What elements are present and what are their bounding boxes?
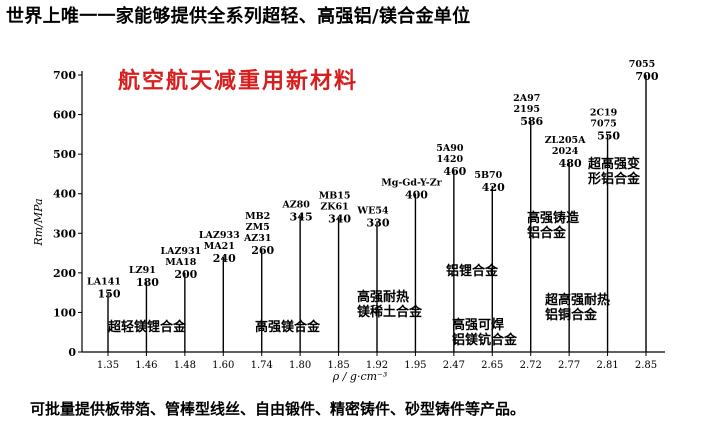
data-label: 340 xyxy=(328,212,351,225)
alloy-label: 2C19 xyxy=(590,107,618,118)
y-tick-label: 500 xyxy=(53,148,76,161)
chart-subtitle: 航空航天减重用新材料 xyxy=(118,68,358,94)
group-label: 高强耐热 xyxy=(357,289,409,305)
x-tick-label: 1.48 xyxy=(174,360,196,371)
group-label: 高强镁合金 xyxy=(255,319,321,335)
alloy-label: Mg-Gd-Y-Zr xyxy=(381,178,442,189)
x-tick-label: 2.85 xyxy=(635,360,657,371)
alloy-label: 2A97 xyxy=(513,93,540,104)
data-label: 700 xyxy=(636,70,659,83)
x-tick-label: 1.95 xyxy=(404,360,426,371)
group-label: 超高强耐热 xyxy=(545,292,610,308)
x-axis-label: ρ / g·cm⁻³ xyxy=(332,370,388,383)
alloy-label: MB2 xyxy=(245,211,270,222)
data-label: 345 xyxy=(290,210,313,223)
data-label: 460 xyxy=(443,165,466,178)
alloy-label: 7055 xyxy=(629,59,655,70)
alloy-label: LA141 xyxy=(87,277,121,288)
page-headline: 世界上唯一一家能够提供全系列超轻、高强铝/镁合金单位 xyxy=(6,6,471,27)
group-label: 镁稀土合金 xyxy=(357,304,423,320)
alloy-label: 5A90 xyxy=(436,143,464,154)
page-footer: 可批量提供板带箔、管棒型线丝、自由锻件、精密铸件、砂型铸件等产品。 xyxy=(30,400,526,418)
data-label: 586 xyxy=(520,115,543,128)
x-tick-label: 2.77 xyxy=(558,360,580,371)
alloy-label: 7075 xyxy=(590,118,616,129)
y-tick-label: 600 xyxy=(53,109,76,122)
y-tick-label: 200 xyxy=(53,267,76,280)
x-tick-label: 1.46 xyxy=(135,360,157,371)
alloy-label: 2024 xyxy=(552,146,579,157)
data-label: 260 xyxy=(251,244,274,257)
y-axis-label: Rm/MPa xyxy=(32,198,45,246)
alloy-label: ZK61 xyxy=(320,201,348,212)
x-tick-label: 2.47 xyxy=(443,360,465,371)
x-tick-label: 2.81 xyxy=(596,360,618,371)
group-label: 超轻镁锂合金 xyxy=(108,319,187,335)
data-label: 400 xyxy=(405,189,428,202)
x-tick-label: 1.92 xyxy=(366,360,388,371)
group-label: 形铝合金 xyxy=(588,171,641,187)
alloy-label: MA18 xyxy=(165,257,196,268)
x-tick-label: 2.72 xyxy=(520,360,542,371)
y-tick-label: 700 xyxy=(53,69,76,82)
group-label: 铝合金 xyxy=(527,225,567,241)
data-label: 480 xyxy=(559,157,582,170)
alloy-label: MA21 xyxy=(204,241,235,252)
alloy-label: LZ91 xyxy=(129,265,156,276)
data-label: 330 xyxy=(367,216,390,229)
group-label: 铝锂合金 xyxy=(446,263,499,279)
group-label: 超高强变 xyxy=(588,156,640,172)
x-tick-label: 1.85 xyxy=(327,360,349,371)
alloy-label: LAZ931 xyxy=(160,246,201,257)
alloy-label: MB15 xyxy=(319,190,351,201)
group-label: 铝镁钪合金 xyxy=(452,332,518,348)
x-tick-label: 2.65 xyxy=(481,360,503,371)
alloy-label: AZ31 xyxy=(243,233,272,244)
alloy-label: ZM5 xyxy=(246,222,270,233)
x-tick-label: 1.74 xyxy=(251,360,273,371)
group-label: 高强可焊 xyxy=(452,317,504,333)
y-tick-label: 100 xyxy=(53,306,76,319)
x-tick-label: 1.35 xyxy=(97,360,119,371)
group-label: 铝铜合金 xyxy=(545,307,598,323)
data-label: 200 xyxy=(174,268,197,281)
alloy-label: AZ80 xyxy=(281,199,310,210)
data-label: 150 xyxy=(98,288,121,301)
group-label: 高强铸造 xyxy=(527,210,580,226)
data-label: 550 xyxy=(597,129,620,142)
alloy-label: 1420 xyxy=(437,154,464,165)
alloy-label: WE54 xyxy=(356,205,389,216)
alloy-label: LAZ933 xyxy=(199,230,240,241)
y-tick-label: 400 xyxy=(53,188,76,201)
data-label: 240 xyxy=(213,252,236,265)
y-tick-label: 300 xyxy=(53,227,76,240)
alloy-label: 2195 xyxy=(513,104,539,115)
x-tick-label: 1.80 xyxy=(289,360,311,371)
data-label: 420 xyxy=(482,181,505,194)
alloy-label: 5B70 xyxy=(474,170,502,181)
y-tick-label: 0 xyxy=(68,346,76,359)
data-label: 180 xyxy=(136,276,159,289)
alloy-label: ZL205A xyxy=(545,135,586,146)
x-tick-label: 1.60 xyxy=(212,360,234,371)
